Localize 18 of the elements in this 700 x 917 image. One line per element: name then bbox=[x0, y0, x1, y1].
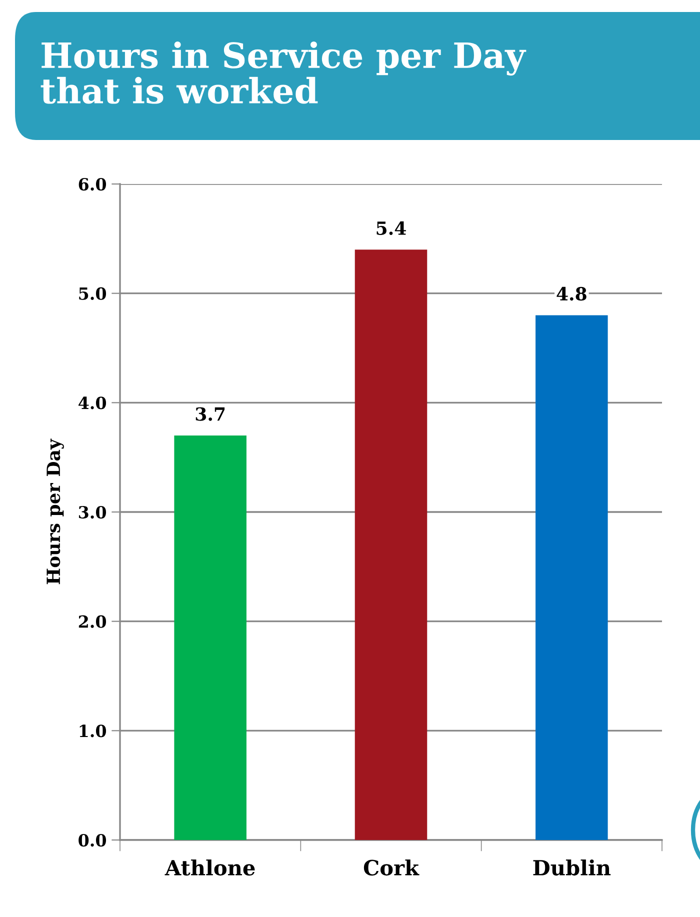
x-tick-label: Dublin bbox=[533, 859, 611, 876]
data-label: 4.8 bbox=[556, 286, 586, 301]
data-label: 5.4 bbox=[376, 221, 406, 235]
y-tick-label: 4.0 bbox=[78, 396, 106, 410]
bar bbox=[536, 315, 608, 840]
y-tick-label: 3.0 bbox=[78, 506, 106, 519]
bar bbox=[174, 435, 246, 840]
data-label: 3.7 bbox=[196, 407, 225, 421]
x-tick-label: Athlone bbox=[164, 859, 255, 876]
y-axis-title: Hours per Day bbox=[46, 438, 64, 584]
y-tick-label: 1.0 bbox=[80, 724, 106, 738]
chart-title: Hours in Service per Day that is worked bbox=[40, 41, 526, 104]
x-tick-label: Cork bbox=[364, 859, 420, 876]
y-tick-label: 0.0 bbox=[78, 834, 106, 847]
y-tick-label: 2.0 bbox=[78, 615, 106, 628]
y-tick-label: 6.0 bbox=[78, 178, 106, 191]
y-tick-label: 5.0 bbox=[79, 287, 106, 300]
bar bbox=[354, 250, 428, 840]
